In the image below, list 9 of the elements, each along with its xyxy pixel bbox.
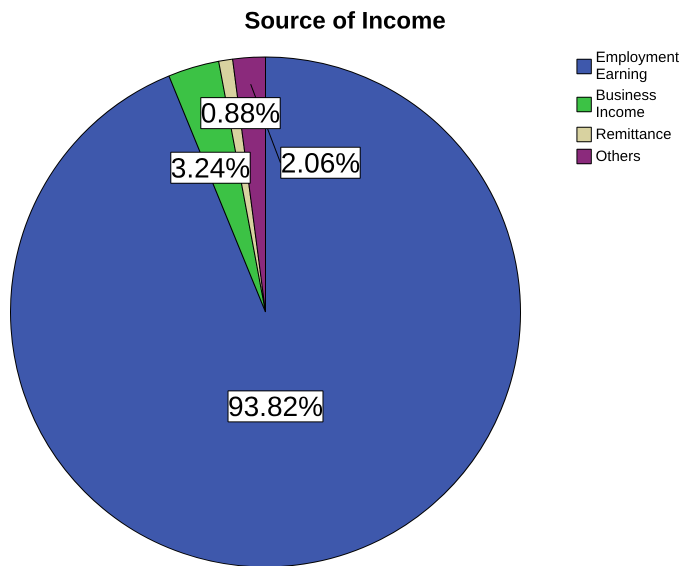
legend-label: Employment Earning xyxy=(596,49,679,83)
chart-title: Source of Income xyxy=(244,8,446,34)
data-label: 93.82% xyxy=(228,390,323,422)
data-label: 0.88% xyxy=(200,98,280,129)
legend-label: Others xyxy=(596,148,641,164)
data-label: 3.24% xyxy=(170,152,250,184)
legend-label: Business Income xyxy=(596,87,656,121)
legend-label: Remittance xyxy=(596,126,672,142)
data-label: 2.06% xyxy=(280,147,360,178)
